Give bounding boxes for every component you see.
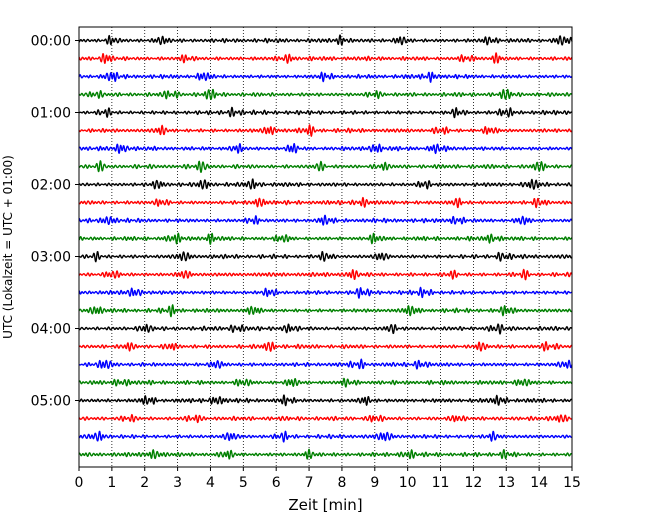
trace-line xyxy=(78,268,573,281)
y-tick-label: 01:00 xyxy=(31,106,71,122)
y-tick-label: 05:00 xyxy=(31,394,71,410)
x-tick-label: 11 xyxy=(432,475,450,491)
trace-line xyxy=(78,413,573,424)
trace-line xyxy=(78,214,573,226)
trace-line xyxy=(78,34,573,46)
trace-line xyxy=(78,196,573,209)
x-tick-label: 2 xyxy=(140,475,149,491)
trace-line xyxy=(78,251,573,263)
x-tick-label: 10 xyxy=(399,475,417,491)
y-tick-label: 03:00 xyxy=(31,250,71,266)
y-axis-label: UTC (Lokalzeit = UTC + 01:00) xyxy=(1,155,15,339)
x-axis-ticks: 0 1 2 3 4 5 6 7 8 9 10 11 12 13 14 15 xyxy=(75,467,581,491)
x-axis-label: Zeit [min] xyxy=(288,496,362,514)
trace-line xyxy=(78,160,573,174)
x-tick-label: 6 xyxy=(272,475,281,491)
x-tick-label: 3 xyxy=(173,475,182,491)
x-tick-label: 4 xyxy=(206,475,215,491)
trace-line xyxy=(78,106,573,119)
trace-line xyxy=(78,377,573,388)
trace-line xyxy=(78,52,573,64)
x-tick-label: 8 xyxy=(337,475,346,491)
x-tick-label: 9 xyxy=(370,475,379,491)
y-tick-label: 00:00 xyxy=(31,34,71,50)
trace-line xyxy=(78,232,573,245)
trace-line xyxy=(78,430,573,443)
trace-line xyxy=(78,143,573,155)
vertical-grid xyxy=(111,27,540,467)
x-tick-label: 5 xyxy=(239,475,248,491)
plot-frame xyxy=(78,26,573,468)
trace-line xyxy=(78,323,573,335)
trace-line xyxy=(78,88,573,101)
trace-line xyxy=(78,304,573,318)
x-tick-label: 7 xyxy=(305,475,314,491)
x-tick-label: 1 xyxy=(107,475,116,491)
x-tick-label: 15 xyxy=(563,475,581,491)
y-tick-label: 04:00 xyxy=(31,322,71,338)
x-tick-label: 12 xyxy=(464,475,482,491)
trace-line xyxy=(78,286,573,299)
plot-background xyxy=(79,27,572,467)
trace-line xyxy=(78,178,573,190)
x-tick-label: 0 xyxy=(75,475,84,491)
trace-line xyxy=(78,71,573,83)
trace-line xyxy=(78,448,573,460)
trace-line xyxy=(78,341,573,352)
y-axis-ticks: 00:00 01:00 02:00 03:00 04:00 05:00 xyxy=(31,34,79,410)
trace-line xyxy=(78,124,573,137)
trace-line xyxy=(78,358,573,370)
x-tick-label: 13 xyxy=(497,475,515,491)
seismic-traces xyxy=(78,34,573,460)
x-tick-label: 14 xyxy=(530,475,548,491)
y-tick-label: 02:00 xyxy=(31,178,71,194)
trace-line xyxy=(78,394,573,407)
